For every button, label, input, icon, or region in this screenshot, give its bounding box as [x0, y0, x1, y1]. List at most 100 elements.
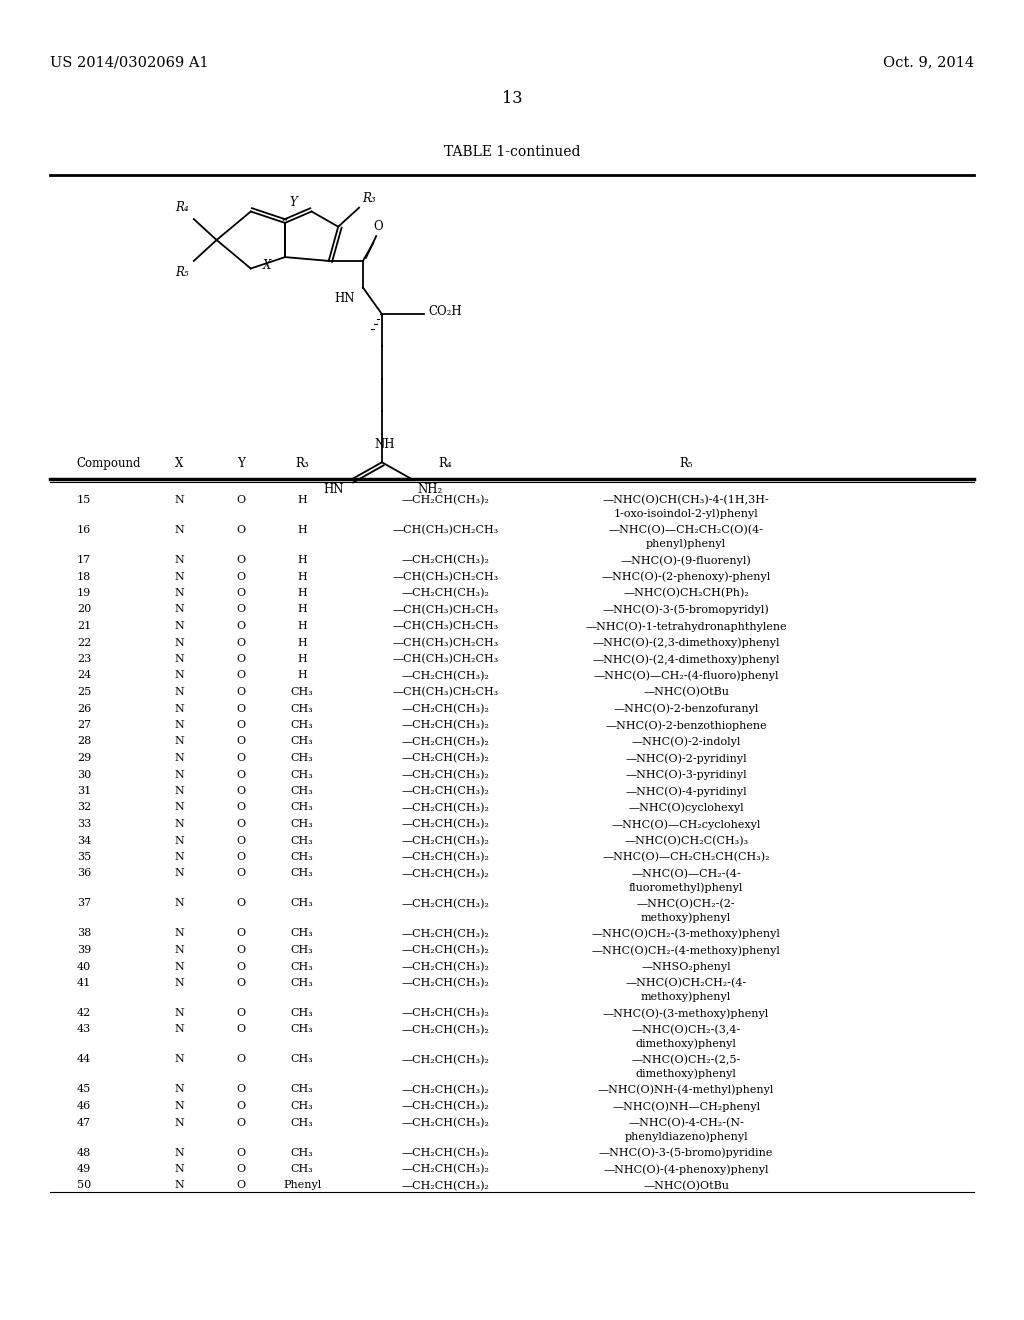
Text: N: N	[174, 961, 184, 972]
Text: CH₃: CH₃	[291, 1085, 313, 1094]
Text: —CH(CH₃)CH₂CH₃: —CH(CH₃)CH₂CH₃	[392, 605, 499, 615]
Text: H: H	[297, 554, 307, 565]
Text: N: N	[174, 653, 184, 664]
Text: —CH(CH₃)CH₂CH₃: —CH(CH₃)CH₂CH₃	[392, 525, 499, 536]
Text: 50: 50	[77, 1180, 91, 1191]
Text: dimethoxy)phenyl: dimethoxy)phenyl	[636, 1038, 736, 1048]
Text: CH₃: CH₃	[291, 978, 313, 987]
Text: Y: Y	[237, 457, 245, 470]
Text: 34: 34	[77, 836, 91, 846]
Text: CH₃: CH₃	[291, 737, 313, 747]
Text: N: N	[174, 869, 184, 879]
Text: H: H	[297, 525, 307, 535]
Text: —NHC(O)-4-CH₂-(N-: —NHC(O)-4-CH₂-(N-	[628, 1118, 744, 1127]
Text: CH₃: CH₃	[291, 803, 313, 813]
Text: N: N	[174, 1055, 184, 1064]
Text: —NHC(O)CH(CH₃)-4-(1H,3H-: —NHC(O)CH(CH₃)-4-(1H,3H-	[603, 495, 769, 506]
Text: —CH₂CH(CH₃)₂: —CH₂CH(CH₃)₂	[401, 752, 489, 763]
Text: Phenyl: Phenyl	[283, 1180, 322, 1191]
Text: N: N	[174, 785, 184, 796]
Text: Oct. 9, 2014: Oct. 9, 2014	[883, 55, 974, 69]
Text: R₄: R₄	[175, 201, 188, 214]
Text: 49: 49	[77, 1164, 91, 1173]
Text: 36: 36	[77, 869, 91, 879]
Text: CH₃: CH₃	[291, 899, 313, 908]
Text: —NHC(O)—CH₂CH₂CH(CH₃)₂: —NHC(O)—CH₂CH₂CH(CH₃)₂	[602, 851, 770, 862]
Text: 16: 16	[77, 525, 91, 535]
Text: —CH₂CH(CH₃)₂: —CH₂CH(CH₃)₂	[401, 1147, 489, 1158]
Text: —NHC(O)-4-pyridinyl: —NHC(O)-4-pyridinyl	[626, 785, 746, 796]
Text: N: N	[174, 1147, 184, 1158]
Text: H: H	[297, 495, 307, 506]
Text: —NHC(O)-(9-fluorenyl): —NHC(O)-(9-fluorenyl)	[621, 554, 752, 565]
Text: —CH₂CH(CH₃)₂: —CH₂CH(CH₃)₂	[401, 785, 489, 796]
Text: O: O	[237, 1101, 245, 1111]
Text: O: O	[237, 605, 245, 615]
Text: 21: 21	[77, 620, 91, 631]
Text: 17: 17	[77, 554, 91, 565]
Text: O: O	[237, 1008, 245, 1018]
Text: CH₃: CH₃	[291, 869, 313, 879]
Text: CH₃: CH₃	[291, 1055, 313, 1064]
Text: N: N	[174, 836, 184, 846]
Text: 31: 31	[77, 785, 91, 796]
Text: 46: 46	[77, 1101, 91, 1111]
Text: N: N	[174, 737, 184, 747]
Text: 30: 30	[77, 770, 91, 780]
Text: N: N	[174, 671, 184, 681]
Text: —CH₂CH(CH₃)₂: —CH₂CH(CH₃)₂	[401, 1008, 489, 1018]
Text: —CH₂CH(CH₃)₂: —CH₂CH(CH₃)₂	[401, 1055, 489, 1065]
Text: CH₃: CH₃	[291, 851, 313, 862]
Text: H: H	[297, 605, 307, 615]
Text: O: O	[237, 587, 245, 598]
Text: O: O	[237, 785, 245, 796]
Text: 43: 43	[77, 1024, 91, 1035]
Text: —NHC(O)OtBu: —NHC(O)OtBu	[643, 686, 729, 697]
Text: CH₃: CH₃	[291, 770, 313, 780]
Text: —CH₂CH(CH₃)₂: —CH₂CH(CH₃)₂	[401, 1118, 489, 1127]
Text: O: O	[237, 638, 245, 648]
Text: —NHC(O)—CH₂-(4-: —NHC(O)—CH₂-(4-	[631, 869, 741, 879]
Text: —CH₂CH(CH₃)₂: —CH₂CH(CH₃)₂	[401, 704, 489, 714]
Text: CH₃: CH₃	[291, 704, 313, 714]
Text: 18: 18	[77, 572, 91, 582]
Text: —NHC(O)CH₂C(CH₃)₃: —NHC(O)CH₂C(CH₃)₃	[624, 836, 749, 846]
Text: —CH₂CH(CH₃)₂: —CH₂CH(CH₃)₂	[401, 770, 489, 780]
Text: N: N	[174, 851, 184, 862]
Text: CH₃: CH₃	[291, 1118, 313, 1127]
Text: methoxy)phenyl: methoxy)phenyl	[641, 912, 731, 923]
Text: —NHC(O)CH₂-(2,5-: —NHC(O)CH₂-(2,5-	[632, 1055, 740, 1065]
Text: N: N	[174, 704, 184, 714]
Text: —NHC(O)NH—CH₂phenyl: —NHC(O)NH—CH₂phenyl	[612, 1101, 760, 1111]
Text: —CH₂CH(CH₃)₂: —CH₂CH(CH₃)₂	[401, 869, 489, 879]
Text: —NHC(O)CH₂CH₂-(4-: —NHC(O)CH₂CH₂-(4-	[626, 978, 746, 989]
Text: —CH₂CH(CH₃)₂: —CH₂CH(CH₃)₂	[401, 495, 489, 506]
Text: —NHC(O)-(3-methoxy)phenyl: —NHC(O)-(3-methoxy)phenyl	[603, 1008, 769, 1019]
Text: 22: 22	[77, 638, 91, 648]
Text: O: O	[237, 686, 245, 697]
Text: O: O	[237, 1164, 245, 1173]
Text: O: O	[237, 1118, 245, 1127]
Text: N: N	[174, 495, 184, 506]
Text: CH₃: CH₃	[291, 719, 313, 730]
Text: O: O	[237, 495, 245, 506]
Text: CH₃: CH₃	[291, 1147, 313, 1158]
Text: N: N	[174, 770, 184, 780]
Text: N: N	[174, 818, 184, 829]
Text: —CH₂CH(CH₃)₂: —CH₂CH(CH₃)₂	[401, 928, 489, 939]
Text: 20: 20	[77, 605, 91, 615]
Text: N: N	[174, 752, 184, 763]
Text: O: O	[237, 719, 245, 730]
Text: O: O	[237, 1180, 245, 1191]
Text: CO₂H: CO₂H	[429, 305, 462, 318]
Text: N: N	[174, 928, 184, 939]
Text: CH₃: CH₃	[291, 686, 313, 697]
Text: O: O	[374, 220, 383, 234]
Text: —NHC(O)—CH₂-(4-fluoro)phenyl: —NHC(O)—CH₂-(4-fluoro)phenyl	[593, 671, 779, 681]
Text: —CH₂CH(CH₃)₂: —CH₂CH(CH₃)₂	[401, 978, 489, 989]
Text: CH₃: CH₃	[291, 1164, 313, 1173]
Text: NH₂: NH₂	[418, 483, 442, 496]
Text: N: N	[174, 899, 184, 908]
Text: N: N	[174, 1164, 184, 1173]
Text: H: H	[297, 671, 307, 681]
